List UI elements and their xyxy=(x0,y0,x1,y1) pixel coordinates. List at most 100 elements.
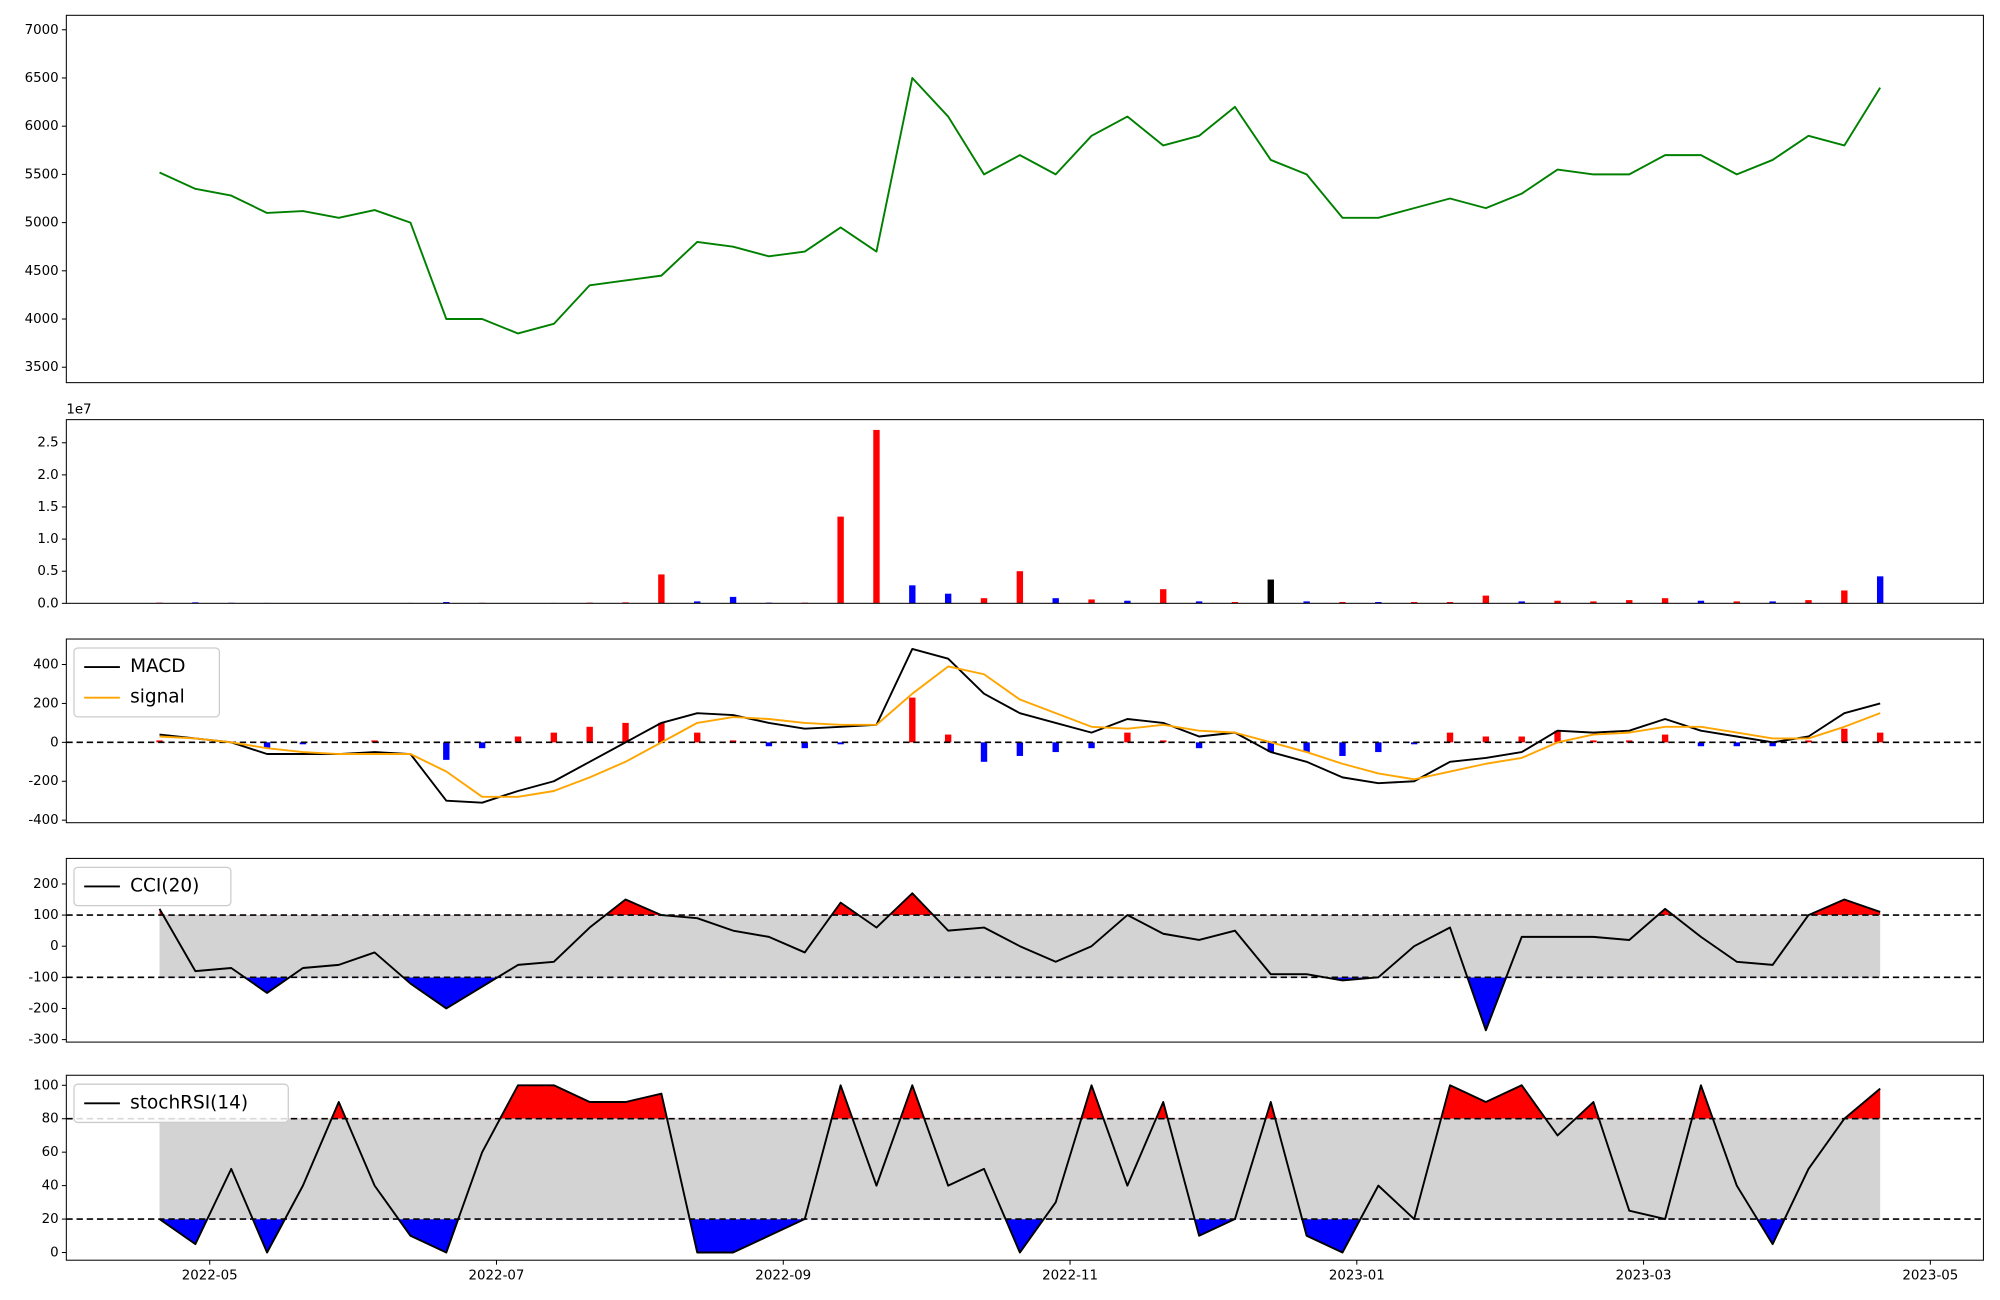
bar xyxy=(1626,600,1633,604)
series-line xyxy=(159,665,1881,798)
y-tick-label: 1.0 xyxy=(37,532,58,547)
overbought-fill xyxy=(159,1085,1881,1119)
bar xyxy=(1876,576,1884,604)
y-tick-label: 200 xyxy=(33,877,59,892)
bar xyxy=(1375,742,1382,753)
legend-label: CCI(20) xyxy=(130,875,199,896)
x-tick-label: 2023-05 xyxy=(1902,1269,1958,1284)
series-line xyxy=(159,77,1881,335)
panel-frame xyxy=(65,857,1984,1043)
series-line xyxy=(158,892,1881,1032)
bar xyxy=(909,585,916,604)
bar xyxy=(1124,600,1131,604)
y-tick-label: 0 xyxy=(50,939,59,954)
y-tick-label: 2.0 xyxy=(37,468,58,483)
plot-area xyxy=(159,77,1881,335)
legend-box xyxy=(73,1083,289,1124)
y-tick-label: 100 xyxy=(33,908,59,923)
y-tick-label: 200 xyxy=(33,696,59,711)
bar xyxy=(1733,601,1740,604)
plot-area xyxy=(66,892,1984,1032)
x-tick-label: 2022-11 xyxy=(1042,1269,1098,1284)
legend-label: MACD xyxy=(130,656,185,677)
bar xyxy=(1375,602,1382,604)
bar xyxy=(1303,601,1310,604)
panel-frame xyxy=(65,14,1984,384)
bar xyxy=(694,732,701,743)
y-tick-label: 400 xyxy=(33,658,59,673)
offset-label: 1e7 xyxy=(66,402,91,417)
bar xyxy=(1052,742,1059,753)
panel-frame xyxy=(65,1074,1984,1261)
bar xyxy=(1303,742,1310,753)
bar xyxy=(909,697,916,743)
bar xyxy=(371,740,378,743)
bar xyxy=(1626,740,1633,743)
y-tick-label: -100 xyxy=(28,970,58,985)
bar xyxy=(944,734,952,743)
panel-frame xyxy=(65,638,1984,824)
oversold-fill xyxy=(159,1219,1881,1253)
bar xyxy=(156,740,163,743)
bar xyxy=(729,740,737,743)
legend-label: signal xyxy=(130,687,185,708)
plot-area xyxy=(66,1084,1984,1254)
bar xyxy=(801,742,808,749)
bar xyxy=(1590,740,1597,743)
plot-area xyxy=(156,429,1884,604)
y-tick-label: 0.5 xyxy=(37,564,58,579)
plot-area xyxy=(66,647,1984,804)
bar xyxy=(837,516,844,604)
bar xyxy=(1590,601,1597,604)
y-tick-label: 4500 xyxy=(25,264,59,279)
bar xyxy=(1410,602,1418,604)
series-line xyxy=(159,647,1881,804)
bar xyxy=(1841,590,1848,604)
y-tick-label: 7000 xyxy=(25,23,59,38)
bar xyxy=(1769,742,1776,747)
bar xyxy=(1410,742,1418,745)
bar xyxy=(1016,742,1024,756)
bar xyxy=(1841,728,1848,743)
bar xyxy=(1088,742,1095,749)
bar xyxy=(1052,598,1059,604)
bar xyxy=(1195,601,1203,604)
bar xyxy=(1661,734,1669,743)
bar xyxy=(1267,742,1274,753)
y-tick-label: 80 xyxy=(42,1112,59,1127)
y-tick-label: 40 xyxy=(42,1179,59,1194)
bar xyxy=(1769,601,1776,604)
bar xyxy=(478,742,486,749)
y-tick-label: 0 xyxy=(50,735,59,750)
bar xyxy=(980,598,988,604)
bar xyxy=(1805,600,1812,604)
bar xyxy=(1339,742,1346,756)
bar xyxy=(1661,598,1669,604)
bar xyxy=(1554,600,1561,604)
bar xyxy=(658,574,665,604)
y-tick-label: 0.0 xyxy=(37,596,58,611)
y-tick-label: 2.5 xyxy=(37,436,58,451)
y-tick-label: 3500 xyxy=(25,360,59,375)
y-tick-label: 20 xyxy=(42,1212,59,1227)
y-tick-label: 60 xyxy=(42,1145,59,1160)
bar xyxy=(1518,736,1525,743)
bar xyxy=(263,742,271,749)
bar xyxy=(1805,740,1812,743)
bar xyxy=(694,601,701,604)
y-tick-label: 4000 xyxy=(25,312,59,327)
bar xyxy=(1697,742,1705,747)
y-tick-label: 5500 xyxy=(25,167,59,182)
legend-box xyxy=(73,647,221,718)
bar xyxy=(1876,732,1884,743)
x-tick-label: 2023-03 xyxy=(1616,1269,1672,1284)
bar xyxy=(514,736,522,743)
y-tick-label: 5000 xyxy=(25,216,59,231)
y-tick-label: 100 xyxy=(33,1078,59,1093)
bar xyxy=(1733,742,1740,747)
bar xyxy=(1446,732,1454,743)
y-tick-label: -200 xyxy=(28,1001,58,1016)
bar xyxy=(1160,589,1167,604)
y-tick-label: -400 xyxy=(28,813,58,828)
